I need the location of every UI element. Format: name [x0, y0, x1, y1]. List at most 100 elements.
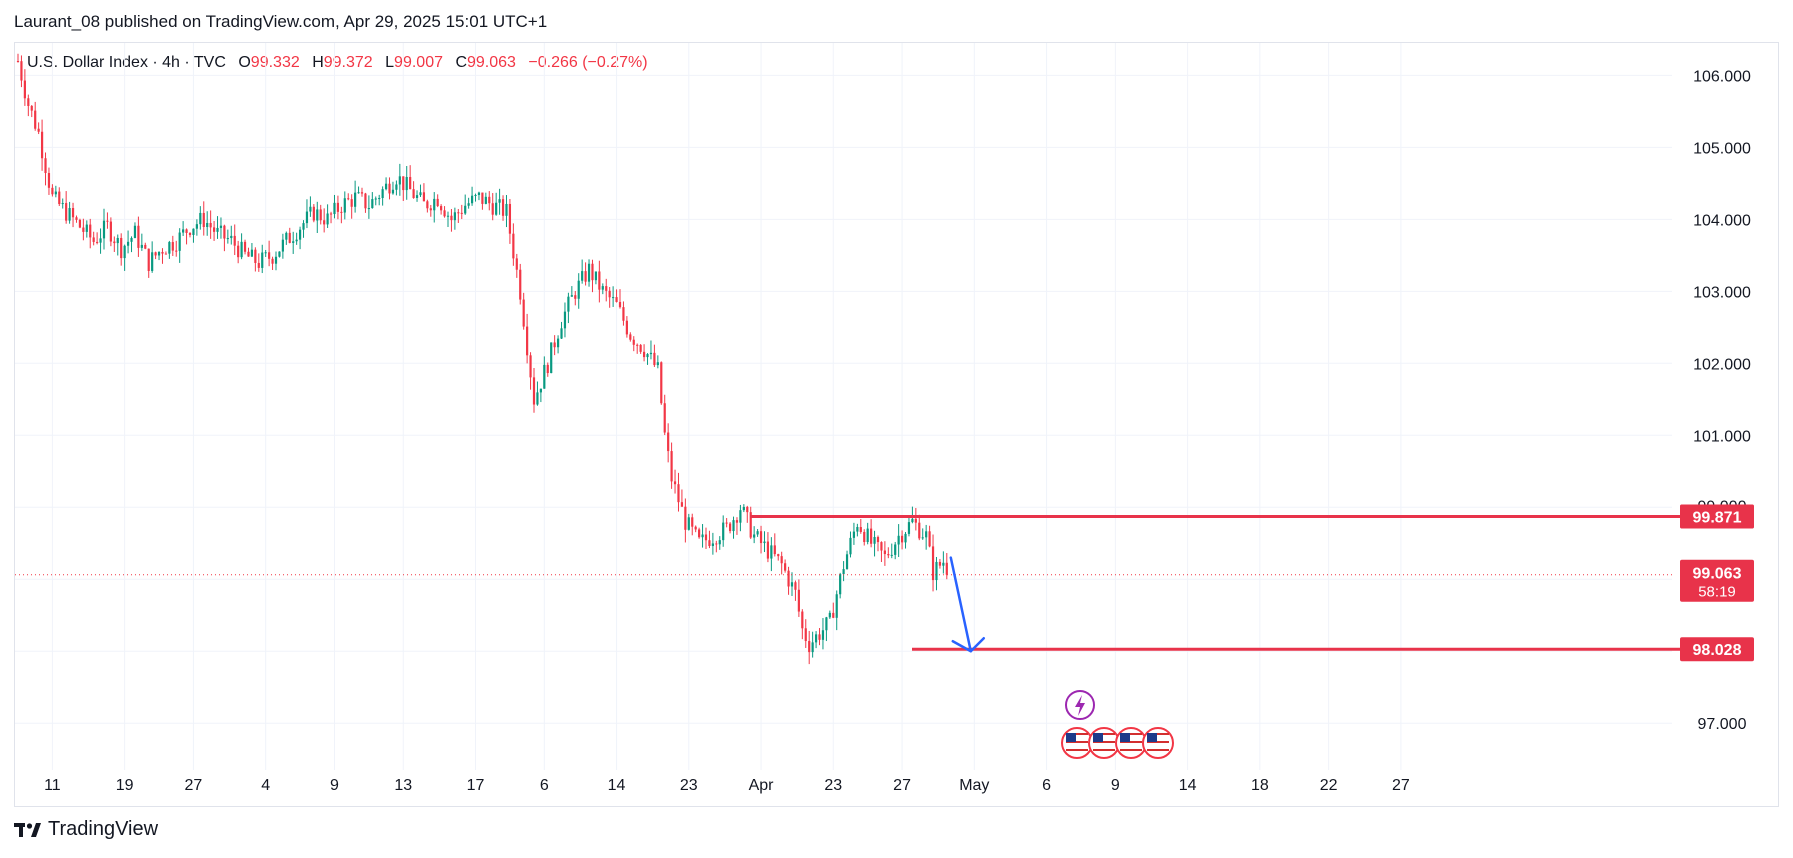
candle-body [608, 290, 611, 298]
candle-body [168, 242, 171, 254]
x-tick-label: 14 [1179, 777, 1197, 794]
candle-body [488, 196, 491, 204]
low-value: 99.007 [394, 54, 443, 71]
candle-body [206, 222, 209, 228]
symbol-name[interactable]: U.S. Dollar Index · 4h · TVC [27, 54, 226, 71]
candle-body [694, 526, 697, 530]
x-tick-label: 11 [44, 777, 61, 794]
candle-body [790, 582, 794, 587]
candle-body [216, 227, 219, 232]
candle-body [271, 258, 274, 264]
projection-arrow-line [949, 556, 973, 653]
candle-body [656, 362, 659, 366]
us-flag-event-icon[interactable] [1088, 727, 1120, 759]
candle-body [601, 286, 604, 290]
x-tick-label: 18 [1251, 777, 1269, 794]
candle-body [900, 535, 904, 543]
chart-frame[interactable] [14, 42, 1779, 807]
candle-body [16, 60, 20, 62]
candle-body [30, 105, 33, 111]
candle-body [522, 299, 525, 327]
candle-body [374, 198, 377, 200]
candle-body [209, 222, 212, 228]
close-label: C [455, 54, 467, 71]
y-tick-label: 101.000 [1693, 428, 1751, 445]
candle-body [818, 634, 821, 640]
candle-body [508, 203, 512, 234]
candle-body [92, 237, 95, 242]
candle-body [247, 251, 250, 257]
level-price-tag [1680, 637, 1754, 662]
candle-body [450, 215, 453, 221]
candle-body [151, 252, 154, 271]
candle-body [364, 193, 367, 209]
tradingview-logo-icon [14, 822, 41, 837]
candle-body [773, 545, 776, 555]
candle-body [96, 241, 99, 243]
candle-body [419, 192, 422, 196]
level-price-label: 98.028 [1693, 642, 1742, 659]
candle-body [870, 528, 873, 544]
candle-body [587, 263, 591, 282]
candle-body [316, 209, 319, 221]
candle-body [914, 518, 917, 523]
candle-body [498, 199, 501, 203]
candle-body [484, 196, 487, 204]
candle-body [233, 235, 236, 246]
low-label: L [385, 54, 395, 71]
candle-body [883, 550, 886, 555]
x-tick-label: 27 [1392, 777, 1410, 794]
candle-body [402, 176, 405, 191]
candle-body [911, 518, 914, 523]
candle-body [226, 238, 229, 240]
us-flag-event-icon[interactable] [1061, 727, 1093, 759]
candle-body [612, 297, 615, 299]
candle-body [584, 271, 587, 282]
candle-body [618, 301, 622, 308]
candle-body [515, 258, 518, 270]
candle-body [766, 541, 770, 559]
x-tick-label: 23 [824, 777, 842, 794]
candle-body [378, 198, 381, 200]
candle-body [814, 634, 818, 643]
candle-body [440, 206, 443, 211]
candle-body [65, 203, 68, 221]
high-label: H [312, 54, 324, 71]
x-tick-label: 23 [680, 777, 698, 794]
open-value: 99.332 [250, 54, 300, 71]
candle-body [718, 540, 721, 545]
candle-body [808, 641, 811, 653]
candle-body [642, 351, 646, 358]
candle-body [443, 210, 446, 217]
symbol-legend: U.S. Dollar Index · 4h · TVC O99.332 H99… [27, 54, 648, 72]
candle-body [938, 561, 942, 566]
published-header: Laurant_08 published on TradingView.com,… [14, 12, 548, 31]
footer-brand[interactable]: TradingView [14, 818, 158, 841]
y-tick-label: 106.000 [1693, 68, 1751, 85]
x-tick-label: 9 [330, 777, 339, 794]
x-tick-label: 14 [608, 777, 626, 794]
candle-body [825, 617, 828, 631]
candle-body [759, 531, 763, 544]
us-flag-event-icon[interactable] [1115, 727, 1147, 759]
candle-body [467, 203, 470, 206]
candle-body [295, 239, 298, 242]
candle-body [866, 528, 869, 543]
candle-body [890, 554, 893, 556]
candle-body [237, 245, 240, 258]
candle-body [725, 522, 728, 524]
candle-body [460, 212, 463, 214]
candle-body [133, 225, 137, 238]
level-price-label: 99.871 [1693, 510, 1742, 527]
x-tick-label: 22 [1320, 777, 1338, 794]
candle-body [691, 517, 694, 527]
us-flag-event-icon[interactable] [1142, 727, 1174, 759]
candle-body [78, 219, 82, 228]
candle-body [842, 569, 845, 575]
candle-body [832, 612, 835, 618]
candle-body [787, 570, 790, 587]
candle-body [188, 232, 192, 235]
candle-body [543, 364, 546, 389]
candle-body [698, 529, 701, 538]
